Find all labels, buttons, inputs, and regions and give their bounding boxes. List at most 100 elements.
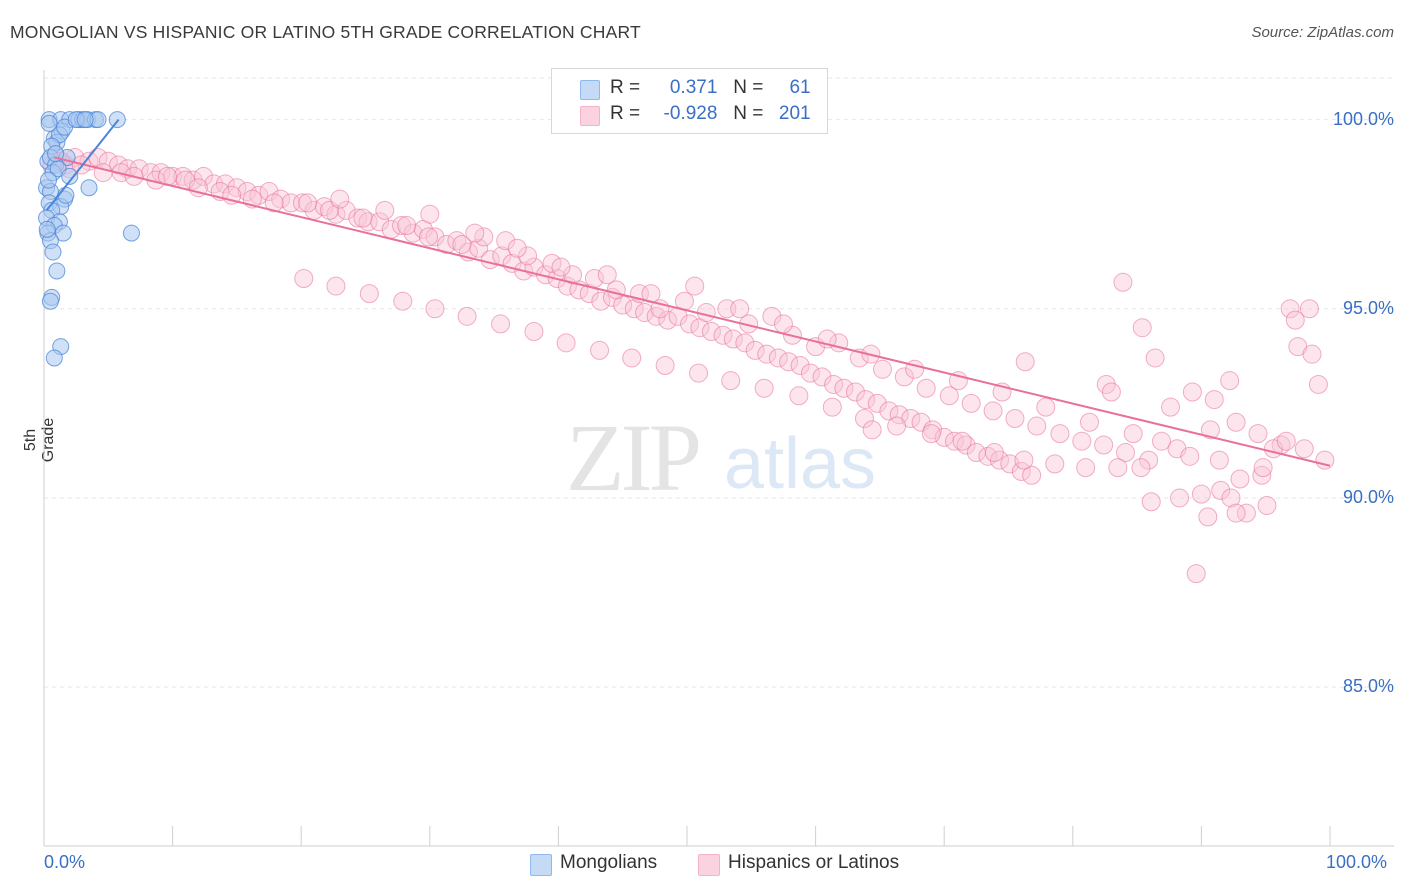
hispanic-point xyxy=(465,223,485,243)
hispanic-point xyxy=(1116,443,1136,463)
hispanic-point xyxy=(779,352,799,372)
legend-swatch-blue xyxy=(580,80,600,100)
hispanic-point xyxy=(249,185,269,205)
mongolian-point xyxy=(80,179,98,197)
hispanic-point xyxy=(353,208,373,228)
hispanic-point xyxy=(1072,431,1092,451)
hispanic-point xyxy=(1302,344,1322,364)
hispanic-point xyxy=(789,386,809,406)
mongolian-point xyxy=(45,349,63,367)
mongolian-point xyxy=(54,224,72,242)
hispanic-point xyxy=(1226,503,1246,523)
series-swatch-blue xyxy=(530,854,552,876)
hispanic-point xyxy=(507,238,527,258)
hispanic-point xyxy=(655,356,675,376)
hispanic-point xyxy=(1180,446,1200,466)
hispanic-point xyxy=(713,325,733,345)
hispanic-point xyxy=(348,208,368,228)
hispanic-point xyxy=(1230,469,1250,489)
hispanic-point xyxy=(1141,492,1161,512)
hispanic-point xyxy=(723,329,743,349)
hispanic-point xyxy=(556,333,576,353)
hispanic-point xyxy=(689,363,709,383)
mongolian-point xyxy=(108,111,126,129)
n-value: 201 xyxy=(778,103,811,124)
hispanic-point xyxy=(822,397,842,417)
hispanic-point xyxy=(1248,424,1268,444)
hispanic-point xyxy=(887,416,907,436)
watermark-atlas: atlas xyxy=(724,424,876,504)
hispanic-point xyxy=(1253,458,1273,478)
hispanic-point xyxy=(173,166,193,186)
hispanic-point xyxy=(1220,371,1240,391)
series-label: Hispanics or Latinos xyxy=(728,852,900,873)
hispanic-point xyxy=(1280,299,1300,319)
hispanic-point xyxy=(496,231,516,251)
hispanic-point xyxy=(889,405,909,425)
hispanic-point xyxy=(437,234,457,254)
mongolian-point xyxy=(57,186,75,204)
mongolian-point xyxy=(40,114,58,132)
hispanic-point xyxy=(359,284,379,304)
hispanic-point xyxy=(518,246,538,266)
hispanic-point xyxy=(1101,382,1121,402)
mongolian-point xyxy=(76,111,94,129)
hispanic-point xyxy=(879,401,899,421)
hispanic-point xyxy=(420,204,440,224)
hispanic-point xyxy=(336,200,356,220)
hispanic-point xyxy=(452,234,472,254)
hispanic-point xyxy=(259,181,279,201)
y-tick-label: 90.0% xyxy=(1342,486,1394,507)
hispanic-point xyxy=(330,189,350,209)
n-value: 61 xyxy=(789,77,811,98)
hispanic-point xyxy=(768,348,788,368)
hispanic-point xyxy=(597,265,617,285)
hispanic-point xyxy=(1226,412,1246,432)
hispanic-point xyxy=(1204,390,1224,410)
hispanic-point xyxy=(397,216,417,236)
hispanic-point xyxy=(894,367,914,387)
hispanic-point xyxy=(1191,484,1211,504)
r-value: -0.928 xyxy=(663,103,718,124)
hispanic-point xyxy=(193,166,213,186)
hispanic-points xyxy=(42,147,1335,584)
hispanic-point xyxy=(1170,488,1190,508)
hispanic-point xyxy=(1050,424,1070,444)
hispanic-point xyxy=(1152,431,1172,451)
hispanic-point xyxy=(856,390,876,410)
hispanic-point xyxy=(1005,408,1025,428)
hispanic-point xyxy=(916,378,936,398)
hispanic-point xyxy=(1236,503,1256,523)
hispanic-point xyxy=(281,193,301,213)
hispanic-point xyxy=(1211,480,1231,500)
hispanic-point xyxy=(939,386,959,406)
hispanic-point xyxy=(845,382,865,402)
hispanic-point xyxy=(590,340,610,360)
hispanic-point xyxy=(93,163,113,183)
hispanic-point xyxy=(447,231,467,251)
correlation-legend: R = 0.371 N = 61 R = -0.928 N = 201 xyxy=(551,68,828,134)
hispanic-point xyxy=(757,344,777,364)
hispanic-point xyxy=(944,431,964,451)
hispanic-point xyxy=(1198,507,1218,527)
hispanic-point xyxy=(680,314,700,334)
hispanic-point xyxy=(862,420,882,440)
y-tick-label: 95.0% xyxy=(1342,297,1394,318)
r-label: R = xyxy=(610,77,641,98)
hispanic-point xyxy=(1257,496,1277,516)
hispanic-point xyxy=(1027,416,1047,436)
hispanic-point xyxy=(393,291,413,311)
hispanic-point xyxy=(188,178,208,198)
hispanic-point xyxy=(294,269,314,289)
hispanic-point xyxy=(1015,352,1035,372)
trend-lines xyxy=(45,118,1331,467)
hispanic-point xyxy=(375,200,395,220)
hispanic-point xyxy=(264,193,284,213)
hispanic-point xyxy=(1000,454,1020,474)
hispanic-point xyxy=(1145,348,1165,368)
hispanic-point xyxy=(1036,397,1056,417)
hispanic-point xyxy=(635,303,655,323)
hispanic-point xyxy=(1308,374,1328,394)
hispanic-point xyxy=(392,216,412,236)
